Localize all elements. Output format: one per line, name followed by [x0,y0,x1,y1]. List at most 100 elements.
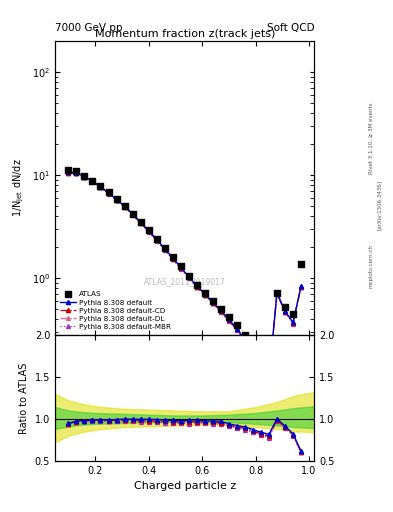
Line: Pythia 8.308 default-MBR: Pythia 8.308 default-MBR [66,171,303,382]
Pythia 8.308 default-CD [130,211,135,218]
Pythia 8.308 default-DL [122,203,127,209]
ATLAS [129,209,136,218]
Pythia 8.308 default-MBR [178,266,183,272]
Pythia 8.308 default-DL [299,284,303,290]
Pythia 8.308 default [66,169,71,176]
Pythia 8.308 default [283,308,287,314]
Text: 7000 GeV pp: 7000 GeV pp [55,23,123,33]
Pythia 8.308 default-MBR [266,377,271,383]
ATLAS [73,167,79,176]
Pythia 8.308 default-DL [186,274,191,281]
ATLAS [65,166,72,174]
Pythia 8.308 default-MBR [299,284,303,290]
Pythia 8.308 default-MBR [74,170,79,176]
Pythia 8.308 default [74,169,79,176]
ATLAS [154,234,160,243]
Pythia 8.308 default [138,219,143,225]
Pythia 8.308 default-MBR [82,174,87,180]
Text: Rivet 3.1.10, ≥ 3M events: Rivet 3.1.10, ≥ 3M events [369,102,374,174]
ATLAS [89,177,95,185]
Pythia 8.308 default [266,375,271,381]
Pythia 8.308 default-DL [170,255,175,262]
Pythia 8.308 default-CD [242,337,247,344]
Pythia 8.308 default [122,203,127,209]
Pythia 8.308 default-CD [114,197,119,203]
Pythia 8.308 default-DL [259,363,263,369]
Text: ATLAS_2011_I919017: ATLAS_2011_I919017 [144,278,226,286]
Pythia 8.308 default-CD [90,178,95,184]
Pythia 8.308 default-CD [106,190,111,196]
ATLAS [218,305,224,313]
Pythia 8.308 default-CD [186,274,191,281]
ATLAS [178,262,184,270]
Pythia 8.308 default-CD [82,174,87,180]
ATLAS [290,310,296,318]
Pythia 8.308 default-MBR [226,318,231,324]
Pythia 8.308 default-CD [235,326,239,332]
Pythia 8.308 default-MBR [90,179,95,185]
ATLAS [274,289,280,297]
Pythia 8.308 default-CD [219,308,223,314]
Pythia 8.308 default-DL [242,337,247,344]
Pythia 8.308 default-DL [90,178,95,184]
Pythia 8.308 default-MBR [195,284,199,290]
Pythia 8.308 default-DL [138,220,143,226]
Pythia 8.308 default-DL [235,326,239,332]
Pythia 8.308 default-CD [138,220,143,226]
Pythia 8.308 default [186,273,191,280]
ATLAS [266,365,272,373]
Pythia 8.308 default [130,211,135,217]
Y-axis label: 1/N$_{\rm jet}$ dN/dz: 1/N$_{\rm jet}$ dN/dz [12,159,26,217]
Title: Momentum fraction z(track jets): Momentum fraction z(track jets) [95,29,275,39]
Pythia 8.308 default [202,291,207,297]
ATLAS [145,226,152,234]
Pythia 8.308 default-DL [98,184,103,190]
Text: mcplots.cern.ch: mcplots.cern.ch [369,244,374,288]
Text: Soft QCD: Soft QCD [267,23,314,33]
Pythia 8.308 default-MBR [170,256,175,262]
Pythia 8.308 default-DL [202,291,207,297]
Pythia 8.308 default-DL [130,211,135,218]
Pythia 8.308 default-MBR [235,327,239,333]
ATLAS [185,272,192,280]
Pythia 8.308 default-MBR [251,350,255,356]
Pythia 8.308 default-MBR [106,190,111,197]
Pythia 8.308 default-MBR [291,321,296,327]
Pythia 8.308 default-CD [291,320,296,326]
Pythia 8.308 default [154,236,159,242]
Pythia 8.308 default-DL [146,228,151,234]
Pythia 8.308 default [162,246,167,252]
Pythia 8.308 default-DL [275,290,279,296]
Pythia 8.308 default-DL [74,170,79,176]
Pythia 8.308 default-DL [226,317,231,324]
Pythia 8.308 default-CD [251,350,255,356]
Pythia 8.308 default-DL [291,320,296,326]
Pythia 8.308 default [114,197,119,203]
Pythia 8.308 default-CD [74,170,79,176]
Pythia 8.308 default [242,336,247,343]
Pythia 8.308 default [259,362,263,368]
Pythia 8.308 default [219,307,223,313]
ATLAS [138,218,144,226]
Pythia 8.308 default [98,184,103,190]
ATLAS [298,261,304,269]
Pythia 8.308 default-MBR [162,247,167,253]
X-axis label: Charged particle z: Charged particle z [134,481,236,491]
Pythia 8.308 default [210,299,215,305]
ATLAS [234,321,240,329]
Pythia 8.308 default-MBR [114,198,119,204]
Pythia 8.308 default-MBR [275,291,279,297]
Pythia 8.308 default-CD [195,284,199,290]
Pythia 8.308 default-DL [251,350,255,356]
Pythia 8.308 default-MBR [219,309,223,315]
Pythia 8.308 default-CD [154,237,159,243]
Line: Pythia 8.308 default-DL: Pythia 8.308 default-DL [66,170,303,381]
ATLAS [105,188,112,196]
Pythia 8.308 default [195,283,199,289]
Pythia 8.308 default-MBR [186,275,191,282]
Pythia 8.308 default-CD [66,169,71,176]
Pythia 8.308 default-DL [82,174,87,180]
Pythia 8.308 default-DL [178,265,183,271]
Pythia 8.308 default [90,178,95,184]
Pythia 8.308 default [82,174,87,180]
